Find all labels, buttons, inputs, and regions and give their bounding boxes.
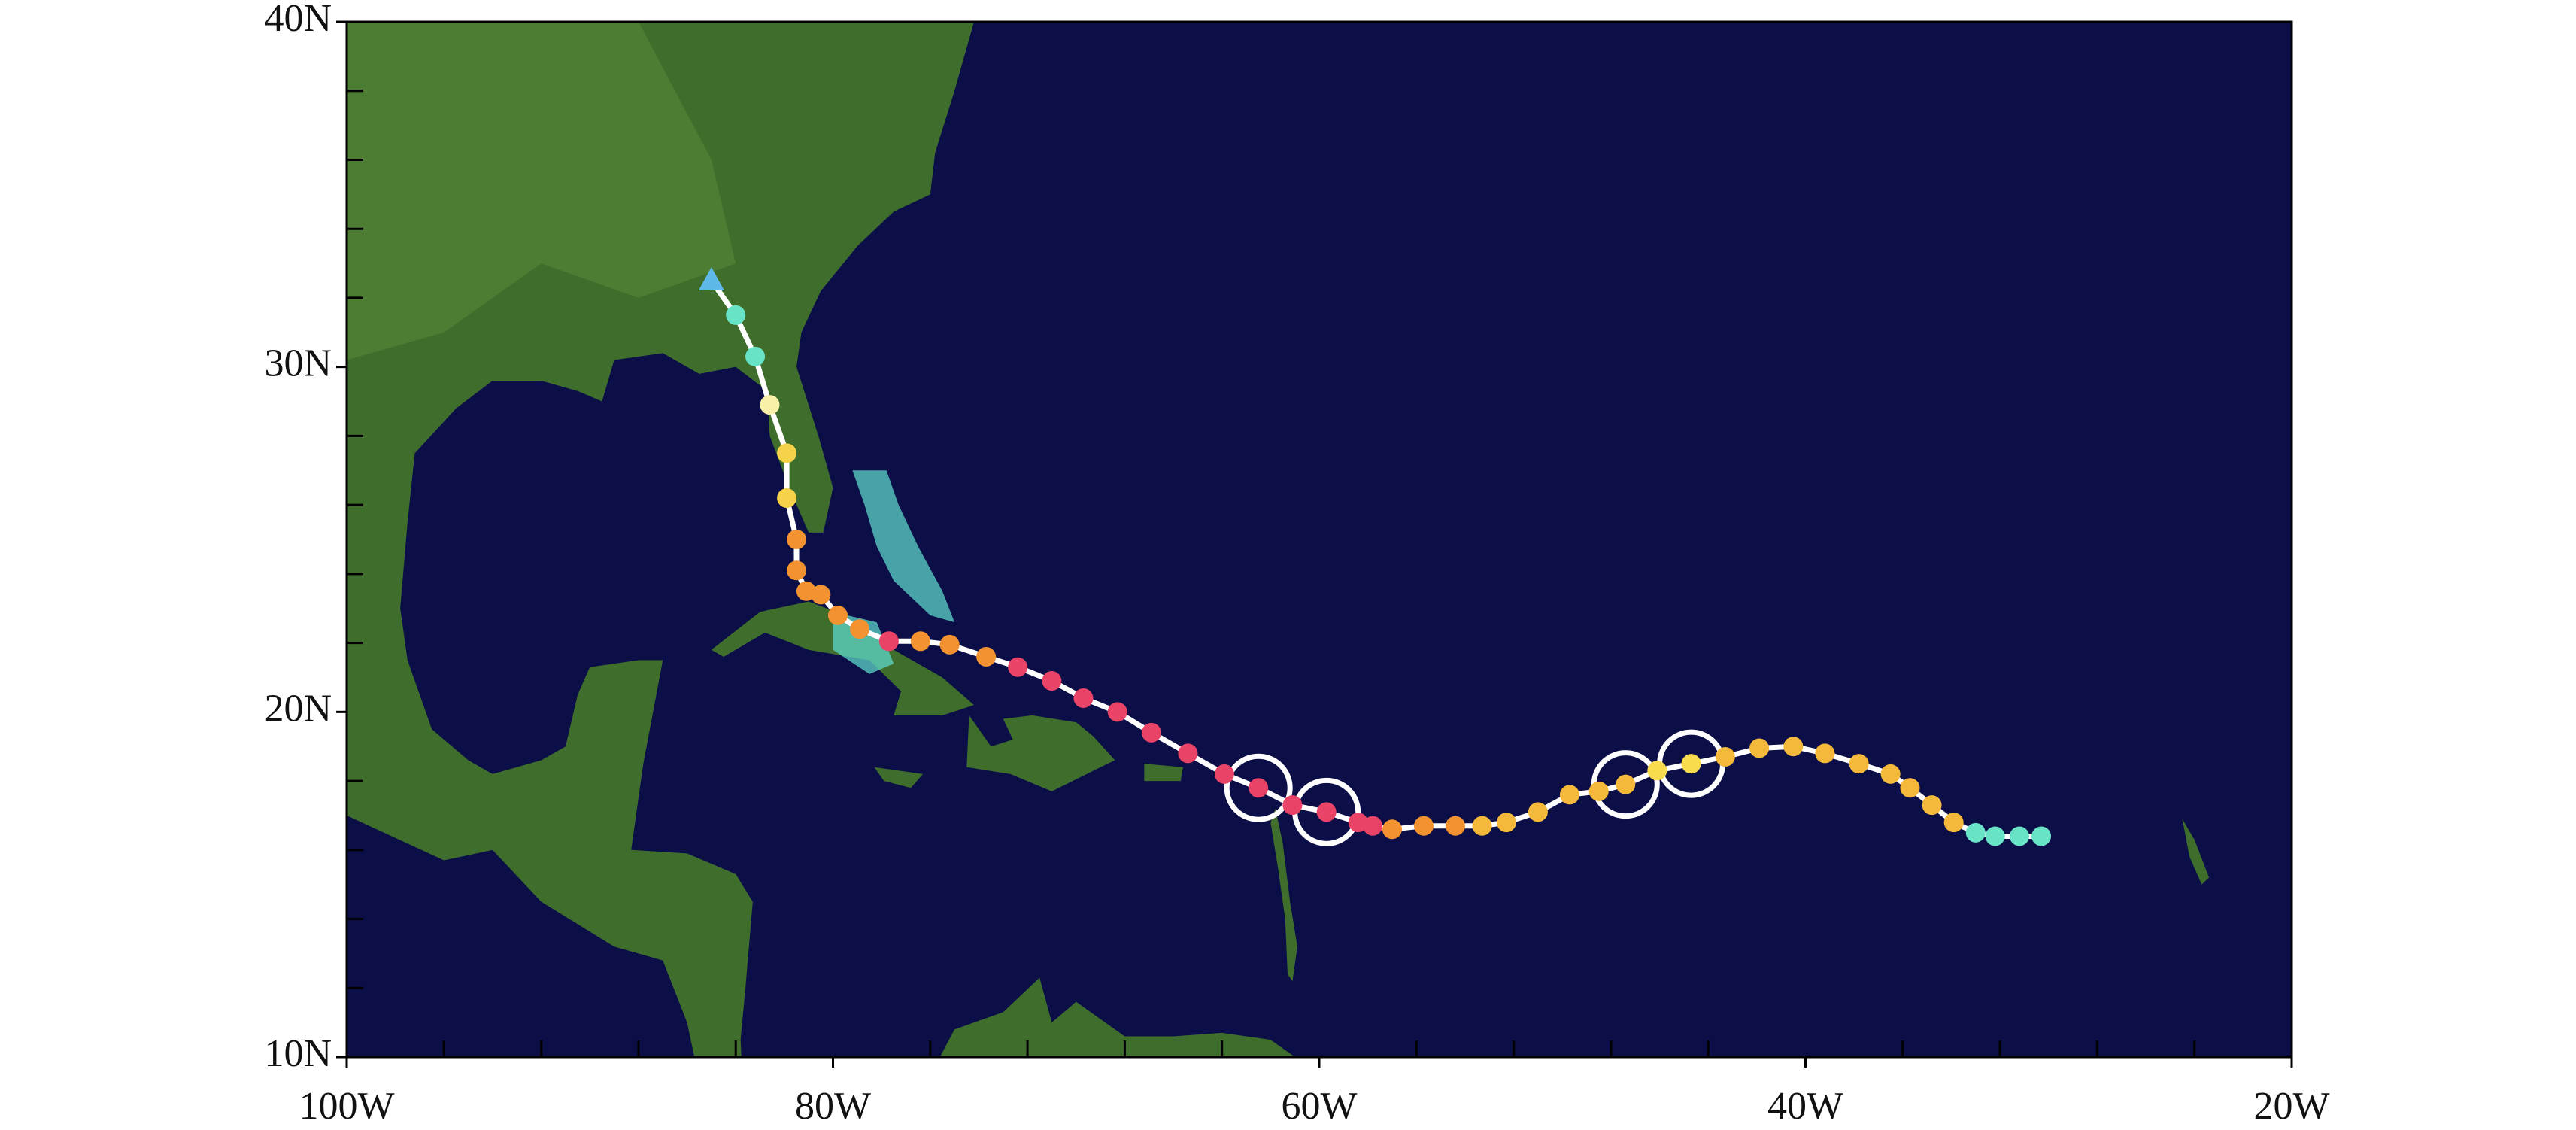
bahamas-banks: [852, 470, 955, 623]
track-point: [1472, 816, 1492, 836]
track-point: [1922, 795, 1942, 816]
track-point: [1749, 738, 1770, 758]
track-point: [827, 605, 848, 625]
track-point: [1316, 802, 1337, 822]
track-point: [796, 581, 816, 601]
y-tick-label: 40N: [264, 0, 332, 40]
track-point: [1900, 778, 1920, 798]
track-point: [1382, 819, 1402, 840]
cuba: [711, 601, 974, 715]
track-point: [910, 631, 930, 652]
track-point: [1588, 781, 1609, 801]
track-point: [777, 488, 797, 508]
track-point: [1363, 816, 1383, 836]
track-point: [1008, 657, 1028, 677]
x-tick-label: 100W: [299, 1085, 394, 1128]
track-point: [1815, 743, 1835, 764]
south-america: [939, 977, 1295, 1057]
track-point: [760, 395, 780, 415]
track-point: [745, 346, 766, 366]
track-point: [1413, 816, 1434, 836]
track-point: [939, 634, 960, 655]
track-point: [1348, 813, 1368, 833]
track-point: [1214, 764, 1234, 784]
track-point: [2031, 826, 2052, 846]
land-layer: [347, 22, 2210, 1057]
track-point: [878, 631, 899, 652]
track-point: [1042, 671, 1062, 691]
track-point: [976, 646, 997, 667]
track-point: [1249, 778, 1269, 798]
basemap: [347, 22, 2210, 1057]
track-point: [1073, 688, 1094, 708]
x-tick-label: 40W: [1767, 1085, 1843, 1128]
track-point: [1446, 816, 1466, 836]
track-point: [1616, 774, 1636, 794]
track-point: [1880, 764, 1901, 784]
hurricane-track: [698, 267, 2052, 846]
lesser-antilles: [1270, 808, 1297, 982]
track-point: [2009, 826, 2029, 846]
track-point: [1681, 754, 1701, 774]
track-point: [1943, 813, 1964, 833]
track-end-marker: [698, 267, 724, 290]
track-point: [1528, 802, 1548, 822]
y-tick-label: 10N: [264, 1032, 332, 1075]
track-point: [1141, 722, 1161, 743]
track-point: [1715, 746, 1735, 767]
x-tick-label: 60W: [1281, 1085, 1357, 1128]
track-point: [1783, 737, 1804, 757]
x-tick-label: 80W: [795, 1085, 871, 1128]
track-point: [1559, 785, 1579, 805]
track-point: [777, 443, 797, 463]
track-point: [1965, 822, 1986, 843]
track-point: [1282, 795, 1303, 816]
puerto-rico: [1144, 764, 1183, 782]
intensity-ring: [1224, 753, 1293, 822]
track-point: [1647, 761, 1667, 781]
track-point: [1985, 826, 2005, 846]
track-point: [1849, 754, 1869, 774]
y-tick-label: 30N: [264, 342, 332, 385]
track-point: [850, 619, 870, 639]
axes: 100W 80W 60W 40W 20W 10N 20N 30N 40N: [264, 0, 2329, 1128]
y-tick-label: 20N: [264, 687, 332, 730]
track-point: [811, 585, 831, 605]
track-point: [1107, 702, 1127, 722]
track-point: [726, 305, 746, 325]
track-point: [787, 560, 807, 581]
x-tick-label: 20W: [2253, 1085, 2329, 1128]
highlands: [347, 22, 736, 360]
hispaniola: [966, 715, 1115, 791]
cape-verde: [2182, 819, 2210, 885]
cuba-shelf: [833, 612, 894, 674]
track-point: [1496, 813, 1516, 833]
track-point: [787, 530, 807, 549]
jamaica: [874, 767, 924, 788]
track-point: [1178, 743, 1198, 764]
